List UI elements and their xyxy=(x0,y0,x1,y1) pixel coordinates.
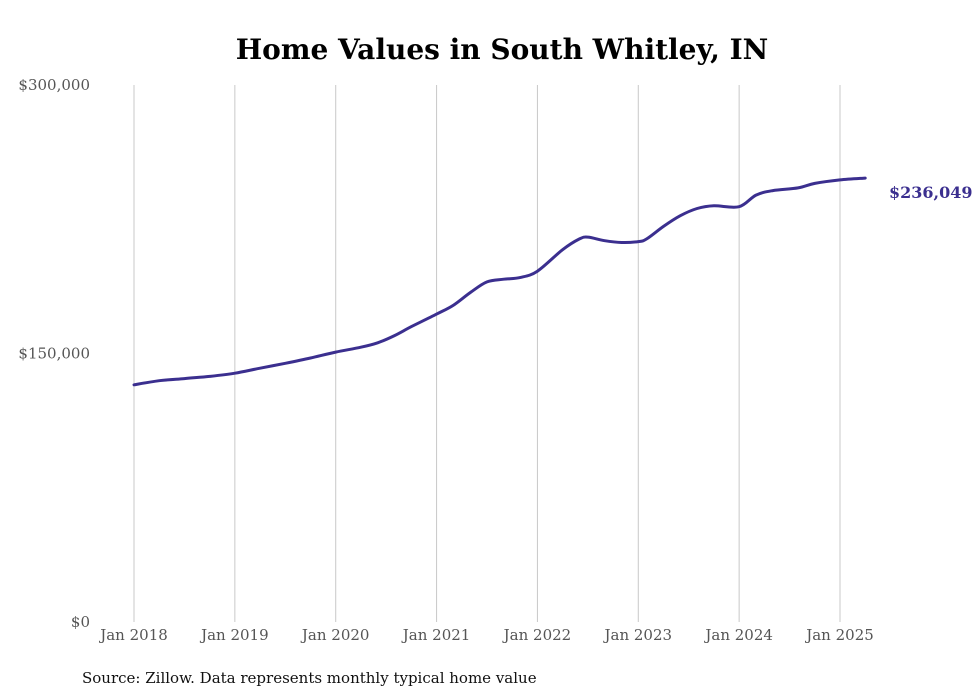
y-tick-label: $0 xyxy=(71,613,90,631)
x-tick-label: Jan 2023 xyxy=(603,626,673,644)
series-layer xyxy=(132,176,867,387)
chart-title: Home Values in South Whitley, IN xyxy=(236,33,769,66)
x-tick-label: Jan 2022 xyxy=(502,626,572,644)
y-axis-ticks: $0 $150,000 $300,000 xyxy=(18,76,90,631)
x-tick-label: Jan 2024 xyxy=(703,626,773,644)
y-tick-label: $300,000 xyxy=(18,76,90,94)
x-tick-label: Jan 2020 xyxy=(300,626,370,644)
x-axis-ticks: Jan 2018 Jan 2019 Jan 2020 Jan 2021 Jan 2022… xyxy=(98,626,874,644)
x-tick-label: Jan 2019 xyxy=(199,626,269,644)
y-tick-label: $150,000 xyxy=(18,345,90,363)
x-tick-label: Jan 2021 xyxy=(401,626,471,644)
x-tick-label: Jan 2025 xyxy=(804,626,874,644)
home-value-line xyxy=(132,176,867,387)
source-note: Source: Zillow. Data represents monthly … xyxy=(82,669,537,687)
end-value-label: $236,049 xyxy=(889,183,973,202)
grid-layer xyxy=(133,85,841,622)
x-tick-label: Jan 2018 xyxy=(98,626,168,644)
